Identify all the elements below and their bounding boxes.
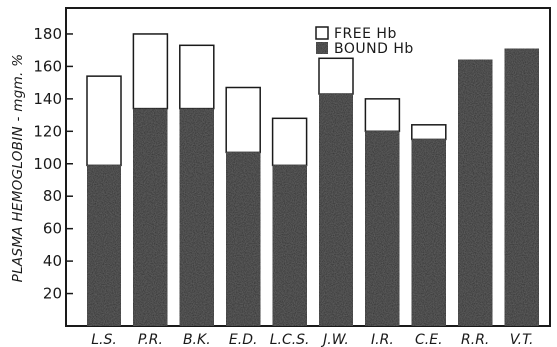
x-tick-label: L.S. [91, 332, 117, 347]
bar-bound-jw [318, 93, 354, 327]
x-tick-label: C.E. [415, 332, 443, 347]
y-tick-label: 100 [33, 155, 62, 173]
bar-bound-vt [504, 48, 540, 327]
plot-frame [65, 7, 551, 327]
y-tick-label: 140 [33, 90, 62, 108]
y-tick-label: 120 [33, 122, 62, 140]
legend-label-bound: BOUND Hb [334, 41, 414, 57]
x-tick-label: L.C.S. [270, 332, 310, 347]
x-tick-label: V.T. [510, 332, 534, 347]
y-tick-label: 180 [33, 25, 62, 43]
bars [86, 33, 540, 327]
x-tick-label: I.R. [371, 332, 394, 347]
bar-free-ce [411, 124, 447, 141]
legend-label-free: FREE Hb [334, 26, 397, 42]
x-axis-labels: L.S. P.R. B.K. E.D. L.C.S. J.W. I.R. C.E. R.R. V.… [91, 332, 533, 347]
bar-free-bk [179, 44, 215, 110]
y-tick-label: 20 [43, 285, 62, 303]
bar-bound-ls [86, 164, 122, 327]
bar-bound-ed [225, 151, 261, 327]
bar-free-jw [318, 57, 354, 95]
legend: FREE Hb BOUND Hb [315, 26, 414, 57]
bar-free-pr [132, 33, 169, 110]
bar-bound-lcs [272, 164, 308, 327]
x-tick-label: P.R. [138, 332, 163, 347]
x-tick-label: B.K. [183, 332, 211, 347]
bar-free-ls [86, 75, 122, 167]
legend-swatch-free [315, 26, 329, 40]
bar-free-lcs [271, 117, 308, 167]
y-tick-label: 40 [43, 252, 62, 270]
bar-bound-bk [179, 108, 215, 327]
legend-swatch-bound [315, 41, 329, 55]
bar-free-ir [364, 98, 401, 133]
bar-bound-ir [364, 130, 400, 327]
y-tick-label: 160 [33, 57, 62, 75]
bar-bound-ce [411, 138, 447, 327]
y-tick-label: 80 [43, 187, 62, 205]
y-axis: 20 40 60 80 100 120 140 160 180 [33, 25, 73, 303]
y-axis-label: PLASMA HEMOGLOBIN - mgm. % [10, 54, 26, 283]
y-tick-label: 60 [43, 220, 62, 238]
x-tick-label: E.D. [229, 332, 258, 347]
x-tick-label: R.R. [461, 332, 489, 347]
x-tick-label: J.W. [320, 332, 349, 347]
bar-free-ed [225, 86, 261, 154]
bar-bound-pr [132, 108, 168, 327]
bar-bound-rr [457, 59, 493, 327]
